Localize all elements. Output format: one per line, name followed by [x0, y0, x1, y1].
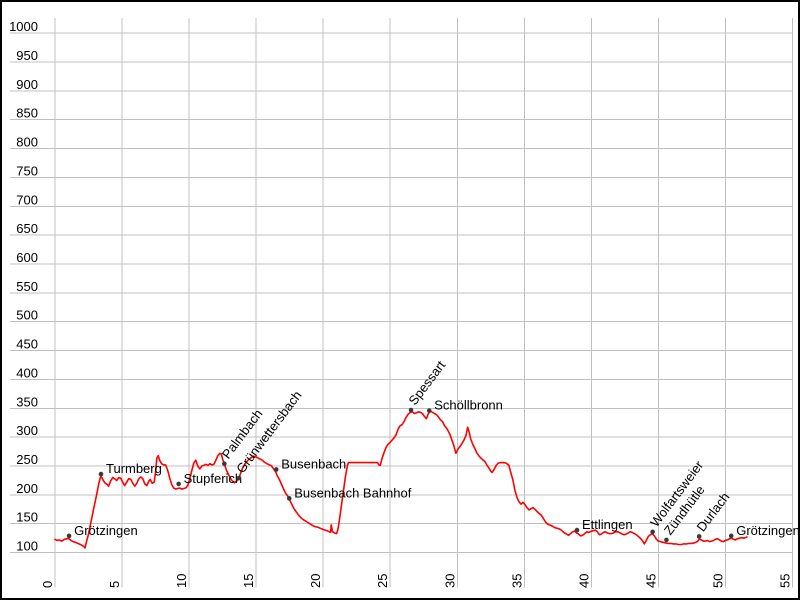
x-tick-label: 20 — [308, 574, 323, 588]
waypoint-label: Busenbach Bahnhof — [294, 485, 411, 500]
waypoint-dot — [574, 527, 580, 533]
y-tick-label: 350 — [16, 394, 38, 409]
x-tick-label: 55 — [777, 574, 792, 588]
y-tick-label: 750 — [16, 163, 38, 178]
x-tick-label: 45 — [643, 574, 658, 588]
waypoint-dot — [176, 481, 181, 487]
x-tick-label: 15 — [241, 574, 256, 588]
waypoint-label: Grötzingen — [74, 523, 138, 538]
x-tick-label: 25 — [375, 574, 390, 588]
y-tick-label: 150 — [16, 510, 38, 525]
waypoint-dot — [286, 496, 292, 501]
waypoint-dot — [408, 407, 414, 413]
x-tick-label: 50 — [710, 574, 725, 588]
waypoint-dot — [650, 529, 655, 535]
x-tick-label: 0 — [40, 581, 55, 588]
y-tick-label: 650 — [16, 221, 38, 236]
y-tick-label: 250 — [16, 452, 38, 467]
waypoint-label: Busenbach — [281, 456, 346, 471]
waypoint-dot — [66, 533, 72, 539]
y-tick-label: 100 — [16, 539, 38, 554]
waypoint-dot — [273, 467, 279, 472]
x-tick-label: 5 — [107, 581, 122, 588]
waypoint-dot — [426, 408, 432, 413]
waypoint-dot — [236, 475, 242, 481]
y-tick-label: 950 — [16, 48, 38, 63]
waypoint-label: Stupferich — [184, 471, 243, 486]
x-tick-label: 10 — [174, 574, 189, 588]
y-tick-label: 700 — [16, 192, 38, 207]
y-tick-label: 200 — [16, 481, 38, 496]
waypoint-label: Turmberg — [106, 461, 162, 476]
waypoint-label: Schöllbronn — [434, 398, 503, 413]
waypoint-label: Ettlingen — [582, 517, 633, 532]
y-tick-label: 1000 — [9, 19, 38, 34]
y-tick-label: 300 — [16, 423, 38, 438]
x-tick-label: 40 — [576, 574, 591, 588]
x-tick-label: 35 — [509, 574, 524, 588]
y-tick-label: 550 — [16, 279, 38, 294]
elevation-line — [54, 410, 748, 549]
y-tick-label: 400 — [16, 365, 38, 380]
waypoint-dot — [222, 461, 227, 467]
y-tick-label: 500 — [16, 308, 38, 323]
waypoint-dot — [664, 537, 669, 543]
y-tick-label: 450 — [16, 337, 38, 352]
waypoint-dot — [98, 471, 104, 477]
waypoint-label: Grötzingen — [736, 523, 798, 538]
x-tick-label: 30 — [442, 574, 457, 588]
y-tick-label: 850 — [16, 106, 38, 121]
y-tick-label: 600 — [16, 250, 38, 265]
waypoint-dot — [696, 534, 702, 539]
y-tick-label: 900 — [16, 77, 38, 92]
waypoint-dot — [728, 533, 734, 539]
y-tick-label: 800 — [16, 135, 38, 150]
